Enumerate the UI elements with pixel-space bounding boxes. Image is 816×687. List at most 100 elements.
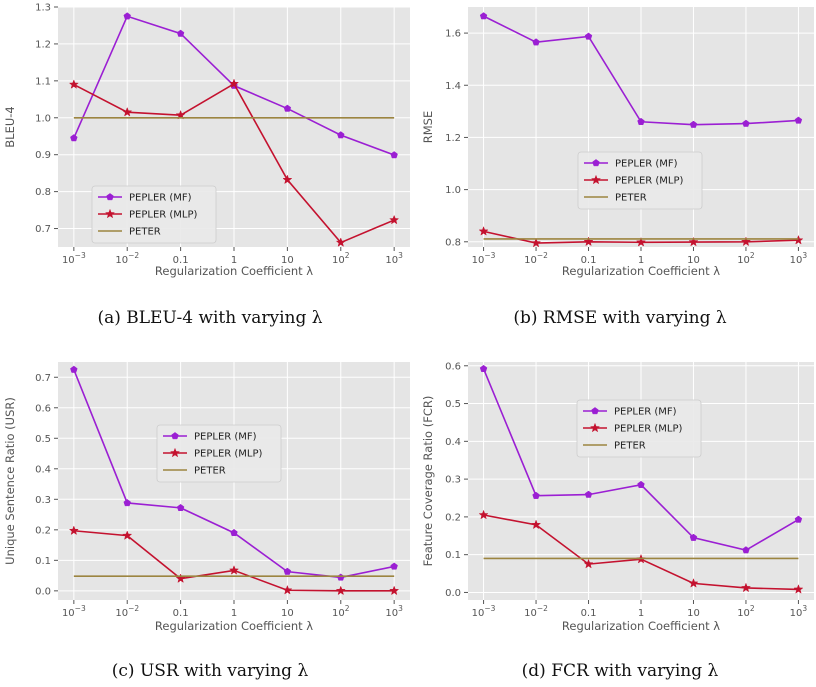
data-point [583,236,594,247]
data-point [740,582,752,593]
legend-label: PETER [614,441,646,452]
legend-label: PEPLER (MF) [129,193,192,204]
data-point [794,515,803,523]
x-tick-label: 10 [687,255,700,266]
data-point [176,503,185,512]
y-tick-label: 0.8 [35,187,51,198]
data-point [70,365,78,373]
data-point [123,499,131,507]
y-tick-label: 0.5 [445,399,461,410]
data-point [584,490,593,498]
legend-marker [104,208,116,219]
y-axis-label: RMSE [421,111,435,143]
legend-marker [589,422,601,433]
legend-label: PEPLER (MF) [194,432,257,443]
data-point [337,131,345,139]
x-axis-label: Regularization Coefficient λ [562,264,720,278]
data-point [282,174,293,185]
x-axis-label: Regularization Coefficient λ [562,619,720,633]
data-point [282,584,293,595]
y-tick-label: 0.3 [445,475,461,486]
y-tick-label: 0.9 [35,150,51,161]
data-point [228,565,240,575]
data-point [742,119,750,127]
data-point [228,78,240,89]
y-tick-label: 0.0 [445,588,461,599]
y-tick-label: 0.4 [445,437,461,448]
x-tick-label: 1 [231,608,237,619]
y-tick-label: 0.1 [35,556,51,567]
y-tick-label: 1.4 [445,81,461,92]
y-tick-label: 0.7 [35,373,51,384]
x-tick-label: 102 [737,604,755,619]
data-point [122,106,133,117]
data-point [794,116,803,124]
x-tick-label: 1 [638,608,644,619]
chart-1: 0.8 1.0 1.2 1.4 1.6 10−3 10−2 0.1 1 10 102 103 Regul… [421,7,814,278]
x-tick-label: 10−3 [472,604,496,619]
legend-box [156,424,282,483]
data-point [532,38,540,46]
caption-a: (a) BLEU-4 with varying λ [97,308,322,328]
legend-label: PEPLER (MF) [614,407,677,418]
x-tick-label: 10 [281,255,294,266]
x-tick-label: 103 [790,251,808,266]
legend-marker [171,432,179,440]
data-point [390,151,398,159]
caption-b: (b) RMSE with varying λ [513,308,727,328]
data-point [635,236,647,247]
data-point [532,491,540,499]
y-tick-label: 0.4 [35,464,51,475]
x-tick-label: 10−2 [115,604,139,619]
data-point [793,584,804,594]
data-point [584,32,593,40]
data-point [175,573,186,583]
x-axis-label: Regularization Coefficient λ [155,619,313,633]
legend-box [91,185,217,244]
legend-label: PEPLER (MLP) [129,210,198,221]
y-tick-label: 0.2 [445,512,461,523]
y-tick-label: 1.2 [445,133,461,144]
y-tick-label: 0.2 [35,525,51,536]
x-tick-label: 10 [281,608,294,619]
legend-label: PETER [129,227,161,238]
y-tick-label: 0.1 [445,550,461,561]
x-tick-label: 10−2 [115,251,139,266]
data-point [389,585,400,596]
legend-marker [590,174,602,185]
data-point [122,530,133,540]
y-axis-label: BLEU-4 [3,106,17,147]
chart-0: 0.7 0.8 0.9 1.0 1.1 1.2 1.3 10−3 10−2 0.1 1 10 102 10… [3,3,410,278]
y-tick-label: 1.0 [35,113,51,124]
y-tick-label: 1.3 [35,3,51,14]
legend-label: PEPLER (MLP) [614,424,683,435]
data-point [335,237,346,247]
x-tick-label: 10−2 [524,251,548,266]
data-point [123,12,131,20]
data-point [68,79,79,89]
x-axis-label: Regularization Coefficient λ [155,264,313,278]
y-axis-label: Feature Coverage Ratio (FCR) [421,396,435,567]
data-point [742,546,750,554]
legend-label: PETER [615,193,647,204]
data-point [688,578,699,588]
legend-label: PEPLER (MLP) [194,449,263,460]
data-point [389,214,400,225]
chart-2: 0.0 0.1 0.2 0.3 0.4 0.5 0.6 0.7 10−3 10−2 0.1 1 10 10… [3,362,410,633]
y-tick-label: 0.6 [445,361,461,372]
legend-label: PEPLER (MLP) [615,176,684,187]
legend-box [577,151,703,210]
y-tick-label: 1.2 [35,39,51,50]
legend-label: PETER [194,466,226,477]
x-tick-label: 10−3 [62,251,86,266]
x-tick-label: 102 [737,251,755,266]
data-point [176,29,185,37]
caption-c: (c) USR with varying λ [112,661,309,681]
data-point [583,558,594,569]
data-point [70,134,78,142]
data-point [688,236,699,247]
x-tick-label: 1 [231,255,237,266]
caption-d: (d) FCR with varying λ [522,661,719,681]
data-point [479,364,488,372]
y-tick-label: 0.8 [445,237,461,248]
